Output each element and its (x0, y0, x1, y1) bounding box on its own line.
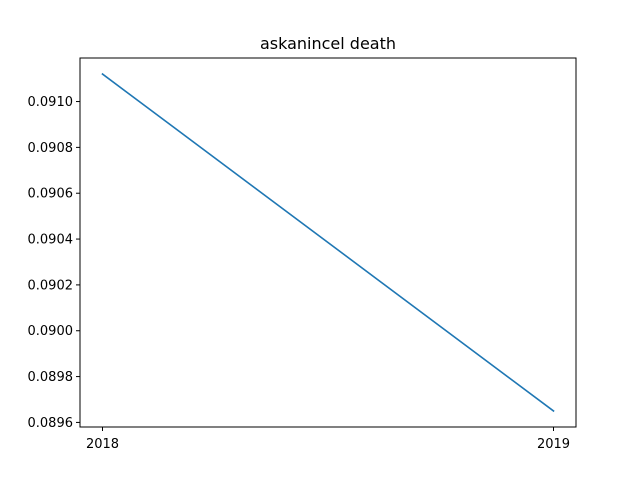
y-axis: 0.0896 0.0898 0.0900 0.0902 0.0904 0.0906 0.09… (28, 95, 80, 431)
series-line-0 (101, 72, 555, 413)
y-tick-label: 0.0896 (28, 416, 74, 431)
chart-title: askanincel death (260, 34, 396, 53)
y-tick-label: 0.0900 (28, 324, 74, 339)
y-tick-label: 0.0906 (28, 187, 74, 202)
x-tick-label: 2019 (537, 437, 570, 452)
x-tick-label: 2018 (86, 437, 119, 452)
y-tick-label: 0.0898 (28, 370, 74, 385)
y-tick-label: 0.0902 (28, 278, 74, 293)
y-tick-label: 0.0904 (28, 233, 74, 248)
plot-frame (79, 57, 577, 428)
y-tick-label: 0.0910 (28, 95, 74, 110)
y-tick-label: 0.0908 (28, 141, 74, 156)
series-layer (101, 72, 555, 413)
x-axis: 2018 2019 (86, 427, 570, 452)
